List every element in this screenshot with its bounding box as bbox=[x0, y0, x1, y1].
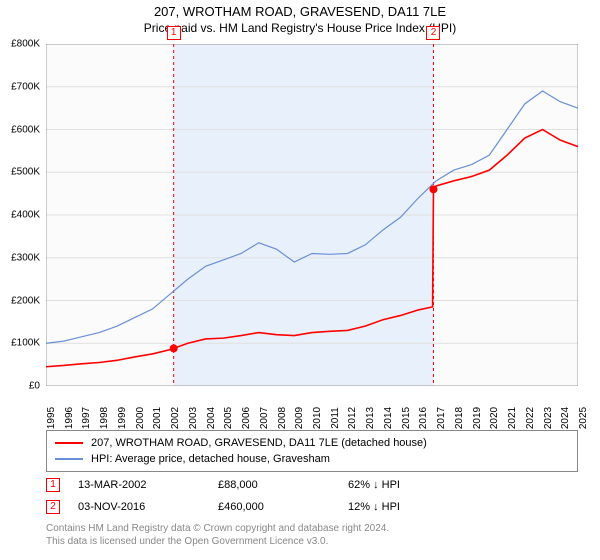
x-tick-label: 2012 bbox=[347, 407, 358, 429]
x-tick-label: 2003 bbox=[188, 407, 199, 429]
x-tick-label: 1995 bbox=[46, 407, 57, 429]
y-tick-label: £300K bbox=[11, 252, 40, 263]
event-price: £88,000 bbox=[218, 479, 348, 491]
x-tick-label: 1999 bbox=[117, 407, 128, 429]
x-tick-label: 2019 bbox=[472, 407, 483, 429]
x-tick-label: 2005 bbox=[223, 407, 234, 429]
legend-label: HPI: Average price, detached house, Grav… bbox=[91, 453, 330, 465]
y-tick-label: £200K bbox=[11, 295, 40, 306]
x-tick-label: 1997 bbox=[81, 407, 92, 429]
x-tick-label: 2022 bbox=[525, 407, 536, 429]
y-tick-label: £500K bbox=[11, 167, 40, 178]
table-row: 2 03-NOV-2016£460,00012% ↓ HPI bbox=[46, 496, 578, 518]
footer-line2: This data is licensed under the Open Gov… bbox=[46, 535, 389, 548]
event-date: 03-NOV-2016 bbox=[78, 501, 218, 513]
title-block: 207, WROTHAM ROAD, GRAVESEND, DA11 7LE P… bbox=[0, 0, 600, 35]
footer-line1: Contains HM Land Registry data © Crown c… bbox=[46, 522, 389, 535]
event-pct-vs-hpi: 12% ↓ HPI bbox=[348, 501, 468, 513]
x-tick-label: 2007 bbox=[259, 407, 270, 429]
legend-swatch bbox=[55, 442, 83, 444]
x-tick-label: 2016 bbox=[418, 407, 429, 429]
x-tick-label: 1998 bbox=[99, 407, 110, 429]
x-tick-label: 2001 bbox=[152, 407, 163, 429]
title-subtitle: Price paid vs. HM Land Registry's House … bbox=[0, 21, 600, 35]
x-tick-label: 2009 bbox=[294, 407, 305, 429]
line-chart bbox=[46, 44, 578, 386]
event-pct-vs-hpi: 62% ↓ HPI bbox=[348, 479, 468, 491]
x-tick-label: 2006 bbox=[241, 407, 252, 429]
event-marker-1: 1 bbox=[167, 26, 181, 40]
x-tick-label: 2020 bbox=[489, 407, 500, 429]
table-row: 1 13-MAR-2002£88,00062% ↓ HPI bbox=[46, 474, 578, 496]
y-tick-label: £600K bbox=[11, 124, 40, 135]
legend-item: HPI: Average price, detached house, Grav… bbox=[55, 451, 569, 467]
y-tick-label: £400K bbox=[11, 210, 40, 221]
y-tick-label: £0 bbox=[29, 381, 40, 392]
x-tick-label: 2018 bbox=[454, 407, 465, 429]
legend-label: 207, WROTHAM ROAD, GRAVESEND, DA11 7LE (… bbox=[91, 437, 427, 449]
x-tick-label: 1996 bbox=[64, 407, 75, 429]
x-tick-label: 2017 bbox=[436, 407, 447, 429]
event-price: £460,000 bbox=[218, 501, 348, 513]
x-tick-label: 2015 bbox=[401, 407, 412, 429]
y-axis: £0£100K£200K£300K£400K£500K£600K£700K£80… bbox=[0, 44, 44, 386]
legend-swatch bbox=[55, 458, 83, 460]
y-tick-label: £800K bbox=[11, 39, 40, 50]
footer-attribution: Contains HM Land Registry data © Crown c… bbox=[46, 522, 389, 548]
x-tick-label: 2023 bbox=[543, 407, 554, 429]
x-tick-label: 2004 bbox=[206, 407, 217, 429]
title-address: 207, WROTHAM ROAD, GRAVESEND, DA11 7LE bbox=[0, 4, 600, 19]
plot-area: 12 bbox=[46, 44, 578, 386]
legend-item: 207, WROTHAM ROAD, GRAVESEND, DA11 7LE (… bbox=[55, 435, 569, 451]
x-tick-label: 2010 bbox=[312, 407, 323, 429]
legend: 207, WROTHAM ROAD, GRAVESEND, DA11 7LE (… bbox=[46, 430, 578, 472]
x-tick-label: 2025 bbox=[578, 407, 589, 429]
events-table: 1 13-MAR-2002£88,00062% ↓ HPI 2 03-NOV-2016… bbox=[46, 474, 578, 518]
event-marker-2: 2 bbox=[426, 26, 440, 40]
x-tick-label: 2002 bbox=[170, 407, 181, 429]
x-tick-label: 2021 bbox=[507, 407, 518, 429]
x-tick-label: 2011 bbox=[330, 407, 341, 429]
x-tick-label: 2013 bbox=[365, 407, 376, 429]
y-tick-label: £100K bbox=[11, 338, 40, 349]
x-axis: 1995 1996 1997 1998 1999 2000 2001 2002 2003 2004… bbox=[46, 388, 578, 428]
event-marker-cell: 1 bbox=[46, 478, 60, 492]
x-tick-label: 2008 bbox=[277, 407, 288, 429]
x-tick-label: 2024 bbox=[560, 407, 571, 429]
event-date: 13-MAR-2002 bbox=[78, 479, 218, 491]
x-tick-label: 2000 bbox=[135, 407, 146, 429]
chart-container: 207, WROTHAM ROAD, GRAVESEND, DA11 7LE P… bbox=[0, 0, 600, 560]
x-tick-label: 2014 bbox=[383, 407, 394, 429]
y-tick-label: £700K bbox=[11, 81, 40, 92]
event-marker-cell: 2 bbox=[46, 500, 60, 514]
